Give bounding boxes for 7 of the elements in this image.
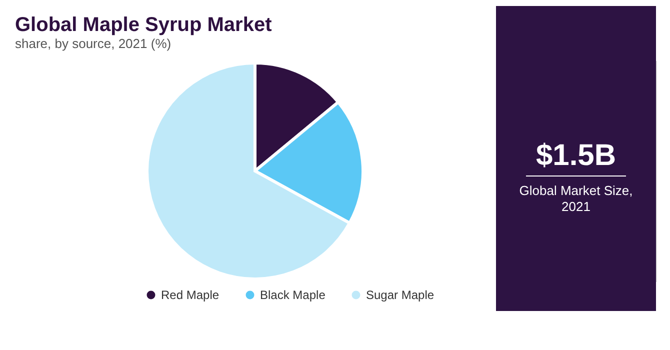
text: Global Market Size, 2021 xyxy=(519,183,633,214)
legend-label: Black Maple xyxy=(260,288,326,302)
legend-label: Red Maple xyxy=(161,288,220,302)
text: $1.5B xyxy=(536,139,616,172)
chart-subtitle: share, by source, 2021 (%) xyxy=(15,36,172,51)
chart-title: Global Maple Syrup Market xyxy=(15,14,272,36)
legend-label: Sugar Maple xyxy=(366,288,434,302)
